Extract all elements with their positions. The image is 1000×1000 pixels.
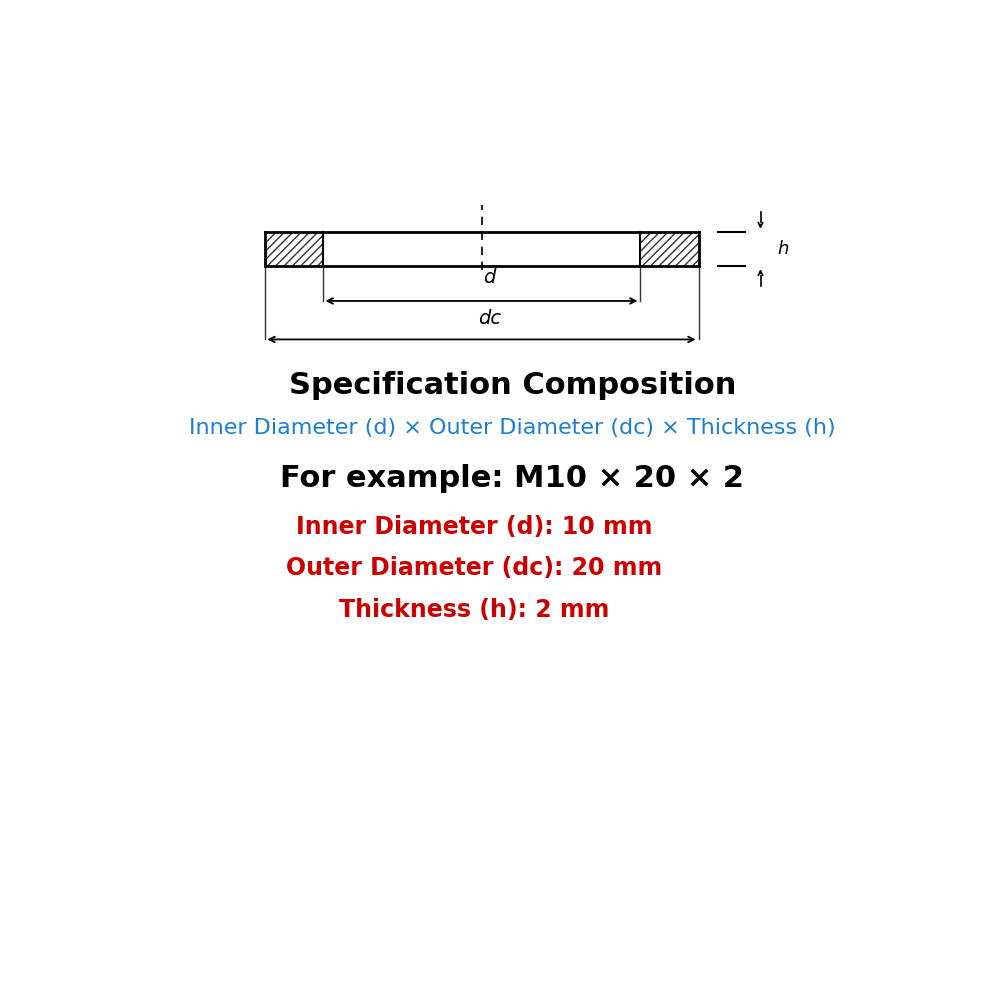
Bar <box>264 232 323 266</box>
Text: h: h <box>778 240 789 258</box>
Text: Inner Diameter (d) × Outer Diameter (dc) × Thickness (h): Inner Diameter (d) × Outer Diameter (dc)… <box>189 418 836 438</box>
Text: Thickness (h): 2 mm: Thickness (h): 2 mm <box>339 598 609 622</box>
Text: For example: M10 × 20 × 2: For example: M10 × 20 × 2 <box>280 464 744 493</box>
Text: d: d <box>483 268 495 287</box>
Text: Inner Diameter (d): 10 mm: Inner Diameter (d): 10 mm <box>296 515 652 539</box>
Bar <box>640 232 698 266</box>
Text: Specification Composition: Specification Composition <box>289 371 736 400</box>
Text: dc: dc <box>478 309 501 328</box>
Bar <box>264 232 698 266</box>
Text: Outer Diameter (dc): 20 mm: Outer Diameter (dc): 20 mm <box>286 556 662 580</box>
